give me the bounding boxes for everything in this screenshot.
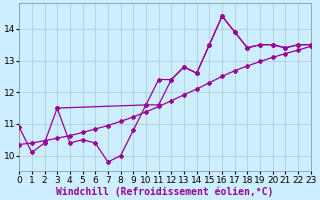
X-axis label: Windchill (Refroidissement éolien,°C): Windchill (Refroidissement éolien,°C) [56,186,274,197]
